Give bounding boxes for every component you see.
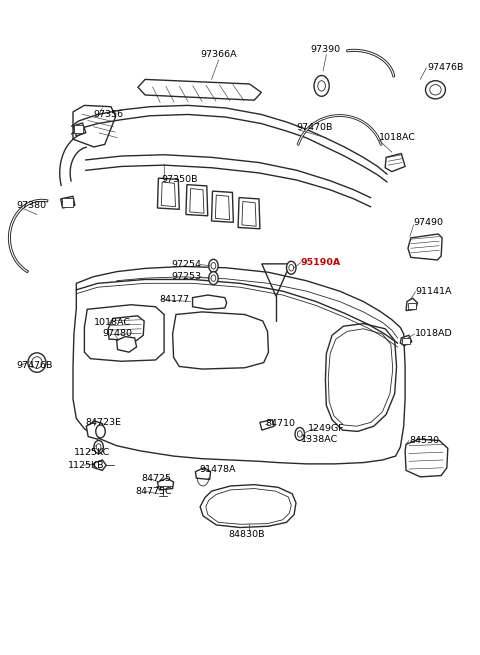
Polygon shape bbox=[86, 421, 104, 440]
Text: 97254: 97254 bbox=[171, 260, 201, 269]
Text: 1125KC: 1125KC bbox=[74, 448, 110, 457]
Circle shape bbox=[96, 443, 101, 450]
Bar bbox=[74, 125, 84, 133]
Polygon shape bbox=[406, 298, 418, 310]
Circle shape bbox=[209, 272, 218, 285]
Polygon shape bbox=[190, 189, 204, 213]
Polygon shape bbox=[192, 295, 227, 309]
Text: 84725: 84725 bbox=[141, 474, 171, 483]
Polygon shape bbox=[84, 305, 164, 362]
Ellipse shape bbox=[32, 357, 42, 368]
Polygon shape bbox=[117, 337, 137, 352]
Ellipse shape bbox=[28, 353, 46, 372]
Polygon shape bbox=[195, 468, 211, 479]
Text: 1018AC: 1018AC bbox=[94, 318, 131, 327]
Polygon shape bbox=[238, 198, 260, 229]
Text: 97490: 97490 bbox=[414, 218, 444, 227]
Text: 1018AC: 1018AC bbox=[379, 133, 416, 141]
Text: 84775C: 84775C bbox=[136, 487, 172, 496]
Ellipse shape bbox=[425, 81, 445, 99]
Polygon shape bbox=[206, 489, 291, 524]
Text: 1125KB: 1125KB bbox=[68, 460, 105, 470]
Text: 97366A: 97366A bbox=[200, 50, 237, 59]
Text: 84530: 84530 bbox=[409, 436, 439, 445]
Polygon shape bbox=[400, 335, 412, 346]
Polygon shape bbox=[73, 267, 405, 464]
Text: 97380: 97380 bbox=[16, 201, 46, 210]
Text: 1018AD: 1018AD bbox=[415, 329, 452, 339]
Circle shape bbox=[287, 261, 296, 274]
Text: 84723E: 84723E bbox=[86, 418, 122, 427]
Circle shape bbox=[211, 263, 216, 269]
Polygon shape bbox=[385, 153, 405, 172]
Polygon shape bbox=[73, 123, 86, 136]
Polygon shape bbox=[94, 460, 106, 470]
Ellipse shape bbox=[430, 84, 441, 95]
Circle shape bbox=[298, 431, 302, 438]
Text: 97356: 97356 bbox=[93, 110, 123, 119]
Polygon shape bbox=[216, 195, 229, 219]
Polygon shape bbox=[260, 420, 274, 430]
Circle shape bbox=[289, 265, 294, 271]
Text: 95190A: 95190A bbox=[301, 258, 341, 267]
Polygon shape bbox=[242, 202, 256, 226]
Polygon shape bbox=[200, 485, 296, 527]
Text: 84177: 84177 bbox=[159, 295, 189, 304]
Circle shape bbox=[318, 81, 325, 91]
Circle shape bbox=[314, 75, 329, 96]
Circle shape bbox=[209, 259, 218, 272]
Polygon shape bbox=[157, 178, 179, 210]
Text: 91141A: 91141A bbox=[416, 288, 452, 296]
Polygon shape bbox=[405, 440, 448, 477]
Polygon shape bbox=[328, 329, 393, 426]
Polygon shape bbox=[60, 196, 75, 208]
Bar bbox=[62, 198, 73, 207]
Polygon shape bbox=[408, 234, 442, 260]
Text: 97476B: 97476B bbox=[16, 361, 52, 369]
Polygon shape bbox=[161, 182, 176, 207]
Polygon shape bbox=[173, 312, 268, 369]
Bar bbox=[408, 303, 416, 309]
Circle shape bbox=[211, 275, 216, 282]
Text: 1338AC: 1338AC bbox=[301, 435, 338, 443]
Polygon shape bbox=[186, 185, 208, 215]
Text: 97480: 97480 bbox=[102, 329, 132, 339]
Circle shape bbox=[295, 428, 304, 441]
Text: 97253: 97253 bbox=[171, 272, 201, 282]
Polygon shape bbox=[138, 79, 261, 100]
Polygon shape bbox=[73, 105, 116, 147]
Polygon shape bbox=[157, 478, 174, 490]
Text: 84830B: 84830B bbox=[229, 529, 265, 538]
Circle shape bbox=[96, 425, 105, 438]
Circle shape bbox=[94, 441, 103, 453]
Text: 97390: 97390 bbox=[311, 45, 340, 54]
Bar bbox=[402, 338, 410, 345]
Polygon shape bbox=[325, 324, 396, 432]
Text: 97476B: 97476B bbox=[427, 64, 464, 72]
Polygon shape bbox=[212, 191, 233, 222]
Text: 97470B: 97470B bbox=[296, 123, 332, 132]
Text: 84710: 84710 bbox=[265, 419, 295, 428]
Text: 97350B: 97350B bbox=[162, 175, 198, 184]
Text: 1249GF: 1249GF bbox=[308, 424, 345, 433]
Text: 91478A: 91478A bbox=[200, 464, 236, 474]
Polygon shape bbox=[108, 316, 144, 341]
